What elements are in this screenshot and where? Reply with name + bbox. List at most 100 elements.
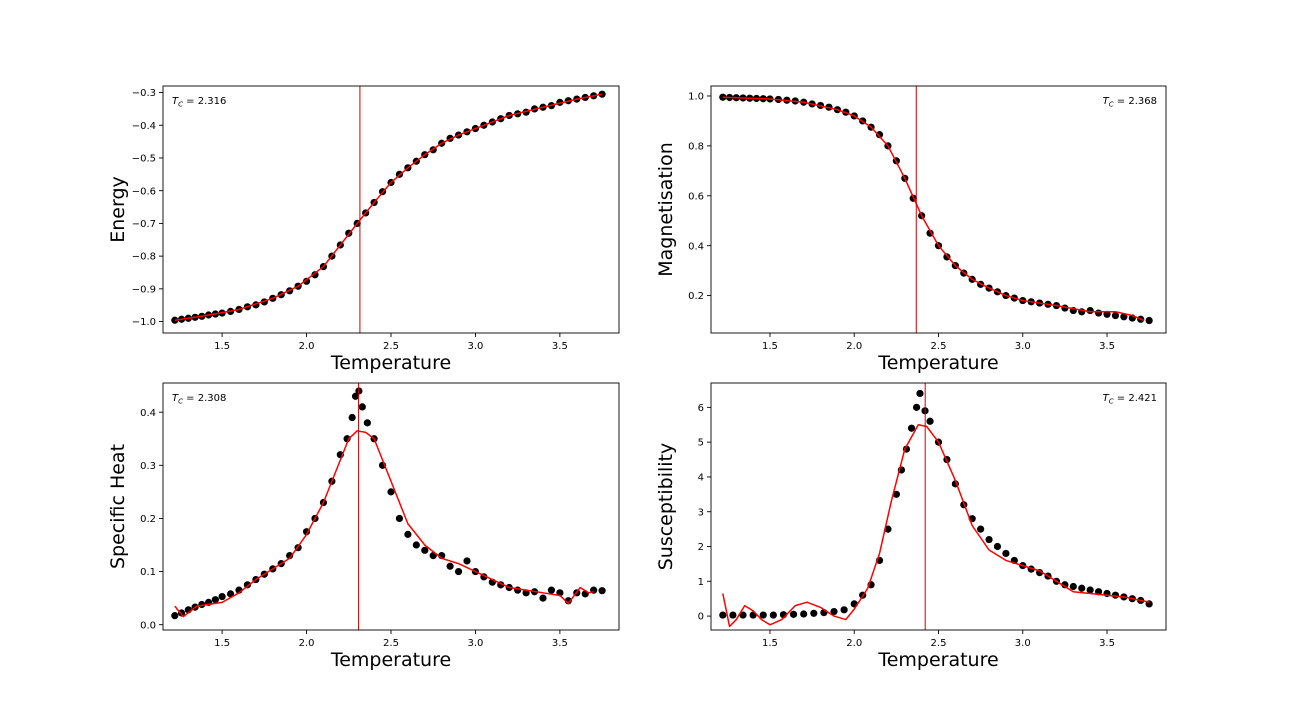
susceptibility-y-tick-label: 2 — [698, 542, 704, 553]
susceptibility-x-tick-label: 2.5 — [931, 638, 947, 649]
specific-heat-y-tick-label: 0.3 — [140, 461, 156, 472]
energy-x-tick-label: 3.0 — [467, 341, 483, 352]
susceptibility-data-point — [830, 607, 838, 616]
susceptibility-data-point — [729, 611, 737, 619]
susceptibility-data-point — [1069, 582, 1077, 591]
magnetisation-y-tick-label: 0.2 — [688, 291, 704, 302]
specific-heat-data-point — [598, 587, 606, 595]
specific-heat-data-point — [218, 592, 226, 601]
energy-plot-area — [163, 86, 619, 333]
energy-data-point — [311, 271, 319, 279]
susceptibility-fit-line — [722, 424, 1150, 628]
specific-heat-x-tick-label: 2.0 — [299, 638, 315, 649]
energy-y-tick-label: −0.7 — [132, 219, 156, 230]
specific-heat-data-point — [463, 557, 471, 565]
magnetisation-y-tick-label: 0.4 — [688, 241, 704, 252]
energy-panel: 1.5 2.0 2.5 3.0 3.5 −1.0 −0.9 −0.8 −0.7 −0.6 −0.5 −… — [107, 85, 620, 374]
specific-heat-y-tick-label: 0.0 — [140, 620, 156, 631]
susceptibility-data-point — [1002, 549, 1010, 558]
magnetisation-x-tick-label: 2.5 — [931, 341, 947, 352]
specific-heat-x-tick-label: 3.0 — [467, 638, 483, 649]
specific-heat-data-point — [446, 562, 454, 570]
energy-x-tick-label: 1.5 — [214, 341, 230, 352]
specific-heat-x-tick-label: 1.5 — [214, 638, 230, 649]
susceptibility-y-tick-label: 3 — [698, 507, 704, 518]
magnetisation-data-point — [1086, 306, 1094, 315]
susceptibility-tc-annotation: TC = 2.421 — [1103, 393, 1157, 406]
magnetisation-x-axis-label: Temperature — [877, 352, 998, 374]
energy-y-tick-label: −0.5 — [132, 154, 156, 165]
susceptibility-data-point — [840, 606, 848, 614]
susceptibility-x-tick-label: 3.5 — [1099, 638, 1115, 649]
susceptibility-data-point — [789, 610, 798, 618]
susceptibility-data-point — [985, 535, 993, 544]
susceptibility-data-point — [739, 611, 747, 619]
susceptibility-panel: 1.5 2.0 2.5 3.0 3.5 0 1 2 3 4 5 6 Temperature Suscept… — [655, 382, 1167, 671]
energy-y-tick-label: −0.8 — [132, 252, 156, 263]
specific-heat-fit-line — [174, 430, 594, 618]
energy-x-tick-label: 3.5 — [552, 341, 568, 352]
susceptibility-data-point — [800, 610, 808, 618]
specific-heat-data-point — [539, 594, 547, 602]
magnetisation-panel: 1.5 2.0 2.5 3.0 3.5 0.2 0.4 0.6 0.8 1.0 Temperatur… — [655, 85, 1167, 374]
specific-heat-y-tick-label: 0.1 — [140, 567, 156, 578]
susceptibility-y-tick-label: 5 — [698, 438, 704, 449]
specific-heat-y-tick-label: 0.4 — [140, 408, 156, 419]
specific-heat-data-point — [286, 552, 294, 560]
magnetisation-y-tick-label: 0.6 — [688, 191, 704, 202]
magnetisation-x-tick-label: 3.5 — [1099, 341, 1115, 352]
susceptibility-data-point — [892, 490, 900, 498]
susceptibility-y-tick-label: 4 — [698, 473, 704, 484]
susceptibility-data-point — [1061, 581, 1069, 589]
susceptibility-data-point — [1078, 584, 1086, 592]
magnetisation-y-tick-label: 1.0 — [688, 92, 704, 103]
specific-heat-data-point — [343, 435, 351, 443]
energy-y-tick-label: −0.4 — [132, 121, 156, 132]
specific-heat-x-axis-label: Temperature — [330, 649, 451, 671]
susceptibility-y-tick-label: 0 — [698, 612, 704, 623]
susceptibility-data-point — [759, 611, 767, 619]
susceptibility-data-layer — [719, 389, 1153, 628]
susceptibility-data-point — [912, 403, 921, 411]
specific-heat-data-point — [454, 567, 463, 576]
specific-heat-data-point — [412, 541, 420, 549]
specific-heat-x-tick-label: 2.5 — [383, 638, 399, 649]
specific-heat-data-point — [404, 530, 412, 538]
specific-heat-data-point — [363, 419, 371, 427]
magnetisation-data-layer — [719, 93, 1153, 325]
magnetisation-data-point — [1145, 316, 1153, 325]
specific-heat-data-layer — [171, 387, 606, 620]
magnetisation-y-tick-label: 0.8 — [688, 141, 704, 152]
energy-data-layer — [171, 90, 606, 324]
susceptibility-data-point — [907, 424, 916, 432]
energy-x-axis-label: Temperature — [330, 352, 451, 374]
susceptibility-y-tick-label: 6 — [698, 403, 704, 414]
magnetisation-x-tick-label: 2.0 — [846, 341, 862, 352]
energy-data-point — [302, 277, 311, 285]
specific-heat-data-point — [395, 514, 404, 523]
susceptibility-data-point — [916, 389, 924, 398]
magnetisation-data-point — [1111, 311, 1120, 320]
susceptibility-x-axis-label: Temperature — [877, 649, 998, 671]
susceptibility-data-point — [926, 417, 934, 425]
magnetisation-data-point — [1094, 309, 1103, 317]
susceptibility-data-point — [1086, 586, 1094, 594]
energy-x-tick-label: 2.5 — [383, 341, 399, 352]
specific-heat-data-point — [348, 413, 356, 422]
susceptibility-x-tick-label: 2.0 — [846, 638, 862, 649]
energy-y-tick-label: −1.0 — [132, 317, 156, 328]
susceptibility-x-tick-label: 3.0 — [1015, 638, 1031, 649]
magnetisation-y-axis-label: Magnetisation — [655, 142, 677, 277]
susceptibility-data-point — [769, 611, 777, 619]
susceptibility-data-point — [977, 525, 985, 533]
specific-heat-data-point — [226, 590, 235, 598]
magnetisation-tc-annotation: TC = 2.368 — [1103, 96, 1157, 109]
specific-heat-tc-annotation: TC = 2.308 — [172, 393, 226, 406]
specific-heat-y-axis-label: Specific Heat — [107, 444, 129, 569]
magnetisation-x-tick-label: 3.0 — [1015, 341, 1031, 352]
specific-heat-x-tick-label: 3.5 — [552, 638, 568, 649]
specific-heat-data-point — [351, 392, 360, 400]
energy-y-axis-label: Energy — [107, 176, 129, 243]
susceptibility-y-tick-label: 1 — [698, 577, 704, 588]
